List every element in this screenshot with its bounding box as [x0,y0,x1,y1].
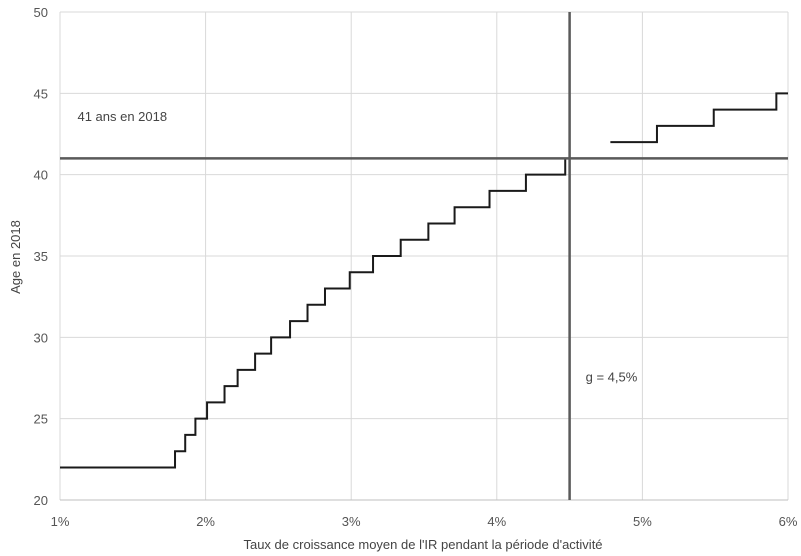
annotation-label: g = 4,5% [586,369,638,384]
x-tick-label: 2% [196,514,215,529]
x-tick-label: 6% [779,514,798,529]
y-axis-ticks: 20 25 30 35 40 45 50 [34,5,48,508]
y-tick-label: 20 [34,493,48,508]
step-series-line [610,92,788,144]
x-tick-label: 4% [487,514,506,529]
x-axis-label: Taux de croissance moyen de l'IR pendant… [243,537,602,552]
x-tick-label: 1% [51,514,70,529]
y-tick-label: 45 [34,86,48,101]
y-tick-label: 30 [34,330,48,345]
y-tick-label: 25 [34,412,48,427]
annotations: 41 ans en 2018 g = 4,5% [77,109,637,384]
y-tick-label: 40 [34,168,48,183]
y-axis-label: Age en 2018 [8,220,23,294]
x-tick-label: 5% [633,514,652,529]
step-series-line [60,158,567,469]
y-tick-label: 50 [34,5,48,20]
x-axis-ticks: 1% 2% 3% 4% 5% 6% [51,514,798,529]
series-group [60,92,788,469]
annotation-label: 41 ans en 2018 [77,109,167,124]
x-tick-label: 3% [342,514,361,529]
y-tick-label: 35 [34,249,48,264]
reference-lines [60,12,788,500]
